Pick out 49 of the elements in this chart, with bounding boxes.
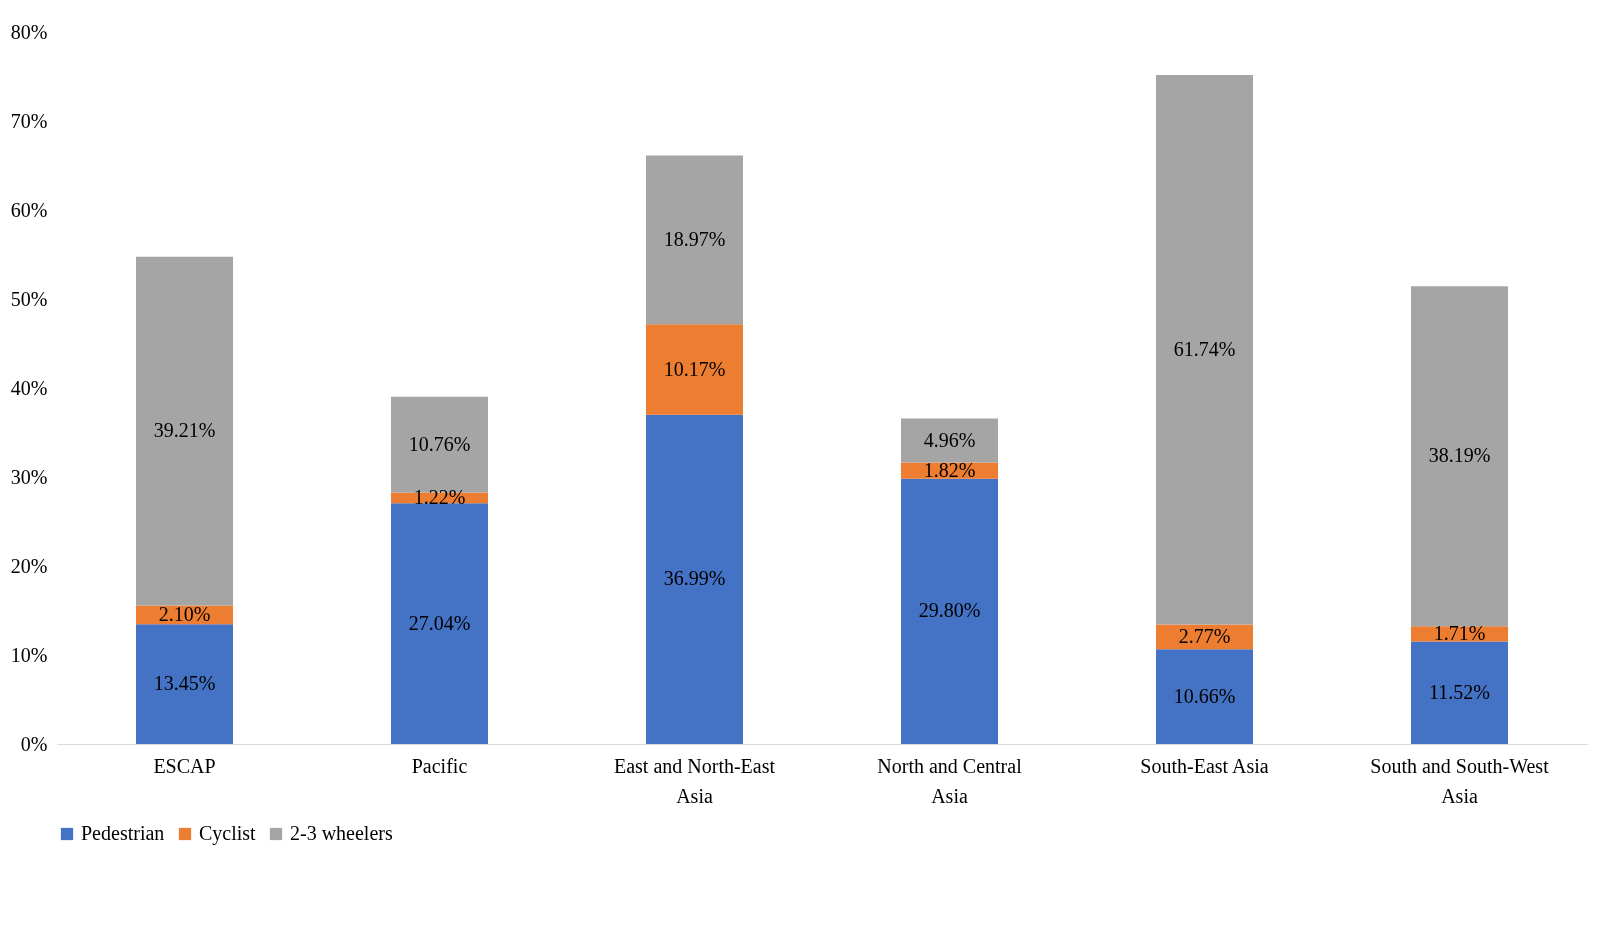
- data-label: 36.99%: [663, 567, 726, 590]
- bar: [901, 478, 998, 744]
- bar: [136, 624, 233, 744]
- data-label: 10.76%: [408, 432, 471, 455]
- bar: [391, 503, 488, 744]
- data-label: 27.04%: [408, 611, 471, 634]
- data-label: 1.22%: [413, 485, 466, 508]
- bar: [136, 256, 233, 606]
- bar: [646, 324, 743, 415]
- data-label: 18.97%: [663, 227, 726, 250]
- y-tick-label: 10%: [10, 643, 48, 666]
- x-tick-label: ESCAP: [153, 754, 216, 777]
- x-tick-label: South-East Asia: [1140, 754, 1269, 777]
- bar: [1156, 624, 1253, 650]
- data-label: 10.17%: [663, 357, 726, 380]
- x-tick-label: North and Central Asia: [877, 754, 1023, 807]
- data-label: 39.21%: [153, 419, 216, 442]
- bar: [901, 418, 998, 463]
- data-label: 1.71%: [1433, 621, 1486, 644]
- y-tick-label: 20%: [10, 554, 48, 577]
- data-label: 4.96%: [923, 428, 976, 451]
- data-label: 61.74%: [1173, 337, 1236, 360]
- x-tick-label: Pacific: [411, 754, 468, 777]
- bar: [1411, 286, 1508, 627]
- data-label: 2.10%: [158, 602, 211, 625]
- bar: [1156, 649, 1253, 744]
- y-tick-label: 80%: [10, 20, 48, 43]
- data-label: 10.66%: [1173, 684, 1236, 707]
- legend-label: Cyclist: [199, 822, 257, 845]
- bar: [646, 414, 743, 744]
- data-label: 13.45%: [153, 672, 216, 695]
- y-tick-label: 40%: [10, 376, 48, 399]
- x-tick-label: East and North-East Asia: [613, 754, 776, 807]
- y-tick-label: 60%: [10, 198, 48, 221]
- data-label: 11.52%: [1429, 680, 1490, 703]
- bar: [1411, 641, 1508, 744]
- x-tick-label: South and South-West Asia: [1370, 754, 1550, 807]
- data-label: 29.80%: [918, 599, 981, 622]
- y-tick-label: 30%: [10, 465, 48, 488]
- bar: [646, 155, 743, 325]
- legend-label: 2-3 wheelers: [290, 822, 393, 844]
- y-tick-label: 70%: [10, 109, 48, 132]
- bar: [1156, 74, 1253, 625]
- y-tick-label: 50%: [10, 287, 48, 310]
- data-label: 2.77%: [1178, 624, 1231, 647]
- y-tick-label: 0%: [20, 732, 48, 755]
- data-label: 1.82%: [923, 458, 976, 481]
- legend-label: Pedestrian: [81, 822, 165, 844]
- data-label: 38.19%: [1428, 444, 1491, 467]
